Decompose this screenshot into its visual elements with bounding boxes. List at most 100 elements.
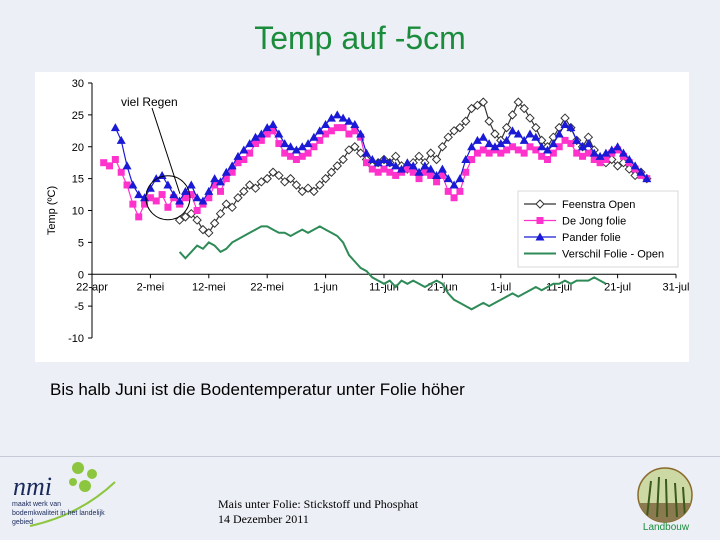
x-tick-label: 31-jul xyxy=(663,281,689,293)
data-point xyxy=(431,154,442,165)
data-point xyxy=(174,215,185,225)
data-point xyxy=(607,145,617,154)
data-point xyxy=(554,129,564,138)
data-point xyxy=(198,196,208,205)
data-point xyxy=(350,142,360,152)
data-point xyxy=(257,136,265,144)
data-point xyxy=(537,142,547,151)
data-point xyxy=(590,156,598,163)
legend-label: Verschil Folie - Open xyxy=(562,249,664,261)
data-point xyxy=(134,190,144,199)
data-point xyxy=(433,178,441,186)
data-point xyxy=(438,171,446,179)
footer-text: Mais unter Folie: Stickstoff und Phospha… xyxy=(218,497,418,527)
logo-graphic xyxy=(29,462,116,527)
data-point xyxy=(507,126,517,135)
data-point xyxy=(163,180,173,189)
data-point xyxy=(292,156,300,163)
data-point xyxy=(181,194,189,202)
data-point xyxy=(408,161,418,170)
data-point xyxy=(361,148,371,157)
data-point xyxy=(519,103,529,114)
data-point xyxy=(478,132,488,141)
data-point xyxy=(583,139,593,148)
data-point xyxy=(250,183,261,193)
nmi-logo: nmi maakt werk van bodemkwaliteit in het… xyxy=(10,460,120,530)
data-point xyxy=(100,159,108,167)
slide-title: Temp auf -5cm xyxy=(254,20,466,56)
data-point xyxy=(355,148,366,158)
data-point xyxy=(192,193,202,202)
data-point xyxy=(297,186,307,197)
data-point xyxy=(246,149,254,157)
data-point xyxy=(180,212,191,222)
y-tick-label: 10 xyxy=(72,206,84,218)
data-point xyxy=(129,200,137,208)
y-tick-label: 15 xyxy=(72,174,84,186)
data-point xyxy=(164,203,172,211)
data-point xyxy=(514,146,522,154)
data-point xyxy=(390,151,401,162)
data-point xyxy=(490,142,500,151)
data-point xyxy=(472,135,482,144)
data-point xyxy=(287,152,295,160)
y-tick-label: -10 xyxy=(68,333,84,345)
data-point xyxy=(198,224,208,235)
data-point xyxy=(309,186,319,197)
data-point xyxy=(263,130,271,138)
data-point xyxy=(146,194,154,202)
data-point xyxy=(520,149,528,157)
data-point xyxy=(415,175,423,183)
data-point xyxy=(421,168,429,176)
footer-line-1: Mais unter Folie: Stickstoff und Phospha… xyxy=(218,497,419,511)
x-tick-label: 12-mei xyxy=(192,281,226,293)
data-point xyxy=(234,159,242,167)
data-point xyxy=(106,162,114,170)
data-point xyxy=(414,151,424,162)
data-point xyxy=(443,132,453,142)
data-point xyxy=(280,139,290,148)
data-point xyxy=(215,208,226,219)
x-tick-label: 21-jun xyxy=(427,281,458,293)
data-point xyxy=(427,171,435,179)
data-point xyxy=(566,123,576,132)
footer-line-2: 14 Dezember 2011 xyxy=(218,512,309,526)
data-point xyxy=(409,168,417,176)
data-point xyxy=(187,191,195,199)
data-point xyxy=(602,156,610,163)
data-point xyxy=(449,180,459,189)
data-point xyxy=(356,129,366,138)
data-point xyxy=(468,156,476,163)
data-point xyxy=(186,180,196,189)
data-point xyxy=(274,129,284,138)
data-point xyxy=(618,148,628,157)
data-point xyxy=(485,149,493,157)
data-point xyxy=(596,159,604,167)
data-point xyxy=(268,167,278,177)
data-point xyxy=(222,175,230,183)
data-point xyxy=(122,161,132,170)
data-point xyxy=(291,145,301,154)
data-point xyxy=(472,100,483,111)
data-point xyxy=(613,142,623,151)
data-point xyxy=(244,180,255,190)
data-point xyxy=(437,142,448,152)
data-point xyxy=(368,165,376,173)
data-point xyxy=(578,142,588,151)
data-point xyxy=(502,135,512,144)
data-point xyxy=(262,173,272,184)
data-point xyxy=(332,110,342,119)
data-point xyxy=(461,116,471,126)
data-point xyxy=(507,110,518,120)
data-point xyxy=(128,180,138,189)
data-point xyxy=(233,193,243,203)
data-point xyxy=(484,116,494,126)
data-point xyxy=(612,161,623,171)
data-point xyxy=(286,142,296,151)
field-photo-icon xyxy=(637,467,693,523)
y-tick-label: 25 xyxy=(72,110,84,122)
data-point xyxy=(111,156,119,163)
x-tick-label: 22-mei xyxy=(250,281,284,293)
data-point xyxy=(204,186,214,195)
data-point xyxy=(316,136,324,144)
